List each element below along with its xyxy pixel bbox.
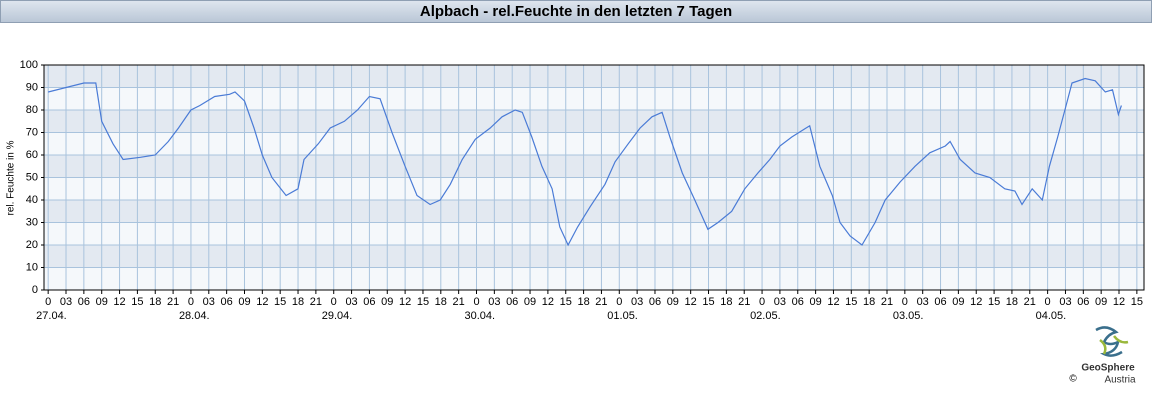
x-date-label: 27.04.	[36, 310, 67, 322]
x-tick-label: 21	[1024, 296, 1036, 308]
x-tick-label: 15	[845, 296, 857, 308]
x-tick-label: 0	[331, 296, 337, 308]
logo-icon	[1095, 326, 1123, 357]
x-tick-label: 18	[292, 296, 304, 308]
y-tick-label: 100	[20, 59, 38, 71]
data-line	[48, 77, 1122, 247]
x-tick-label: 06	[792, 296, 804, 308]
x-tick-label: 0	[188, 296, 194, 308]
x-tick-label: 0	[1045, 296, 1051, 308]
x-tick-label: 15	[560, 296, 572, 308]
x-date-label: 28.04.	[179, 310, 210, 322]
x-tick-label: 21	[167, 296, 179, 308]
chart-title: Alpbach - rel.Feuchte in den letzten 7 T…	[420, 3, 732, 20]
y-tick-label: 40	[26, 194, 38, 206]
x-date-label: 02.05.	[750, 310, 781, 322]
x-tick-label: 03	[1059, 296, 1071, 308]
x-tick-label: 06	[1077, 296, 1089, 308]
x-tick-label: 06	[363, 296, 375, 308]
y-tick-label: 60	[26, 149, 38, 161]
x-tick-label: 09	[381, 296, 393, 308]
x-tick-label: 18	[720, 296, 732, 308]
x-tick-label: 09	[524, 296, 536, 308]
plot-frame	[43, 64, 1145, 291]
x-tick-label: 15	[131, 296, 143, 308]
x-tick-label: 03	[631, 296, 643, 308]
x-tick-label: 18	[577, 296, 589, 308]
x-tick-label: 06	[78, 296, 90, 308]
x-date-label: 30.04.	[465, 310, 496, 322]
x-tick-label: 21	[881, 296, 893, 308]
x-tick-label: 03	[774, 296, 786, 308]
y-axis-label: rel. Feuchte in %	[6, 140, 17, 215]
x-tick-label: 12	[542, 296, 554, 308]
x-tick-label: 18	[435, 296, 447, 308]
y-tick-label: 50	[26, 171, 38, 183]
x-tick-label: 21	[453, 296, 465, 308]
x-tick-label: 03	[917, 296, 929, 308]
x-tick-label: 18	[1006, 296, 1018, 308]
y-tick-label: 80	[26, 104, 38, 116]
x-tick-label: 12	[827, 296, 839, 308]
x-date-label: 04.05.	[1036, 310, 1067, 322]
x-tick-label: 09	[667, 296, 679, 308]
x-tick-label: 12	[399, 296, 411, 308]
x-tick-label: 12	[256, 296, 268, 308]
x-tick-label: 06	[506, 296, 518, 308]
x-tick-label: 0	[45, 296, 51, 308]
x-tick-label: 0	[902, 296, 908, 308]
x-tick-label: 09	[1095, 296, 1107, 308]
y-tick-label: 0	[32, 284, 38, 296]
x-tick-label: 15	[988, 296, 1000, 308]
x-date-label: 03.05.	[893, 310, 924, 322]
x-tick-label: 06	[934, 296, 946, 308]
x-tick-label: 0	[759, 296, 765, 308]
x-tick-label: 03	[345, 296, 357, 308]
x-tick-label: 18	[149, 296, 161, 308]
x-date-label: 29.04.	[322, 310, 353, 322]
x-tick-label: 03	[488, 296, 500, 308]
x-tick-label: 12	[970, 296, 982, 308]
y-tick-label: 30	[26, 216, 38, 228]
x-tick-label: 12	[1113, 296, 1125, 308]
x-tick-label: 18	[863, 296, 875, 308]
y-tick-label: 20	[26, 239, 38, 251]
logo: GeoSphere Austria ©	[1069, 326, 1136, 386]
x-tick-label: 12	[113, 296, 125, 308]
x-tick-label: 09	[952, 296, 964, 308]
x-tick-label: 0	[473, 296, 479, 308]
x-tick-label: 15	[274, 296, 286, 308]
x-tick-label: 03	[203, 296, 215, 308]
x-tick-label: 09	[238, 296, 250, 308]
x-tick-label: 06	[221, 296, 233, 308]
copyright: ©	[1069, 374, 1077, 385]
x-tick-label: 21	[595, 296, 607, 308]
x-tick-label: 15	[1131, 296, 1143, 308]
y-tick-label: 70	[26, 126, 38, 138]
x-tick-label: 21	[310, 296, 322, 308]
x-tick-label: 12	[685, 296, 697, 308]
logo-sub: Austria	[1104, 375, 1136, 386]
x-tick-label: 06	[649, 296, 661, 308]
x-tick-label: 03	[60, 296, 72, 308]
x-tick-label: 09	[809, 296, 821, 308]
x-tick-label: 21	[738, 296, 750, 308]
logo-name: GeoSphere	[1081, 363, 1135, 374]
x-tick-label: 15	[417, 296, 429, 308]
x-date-label: 01.05.	[607, 310, 638, 322]
x-tick-label: 15	[702, 296, 714, 308]
y-tick-label: 10	[26, 261, 38, 273]
x-tick-label: 09	[96, 296, 108, 308]
x-tick-label: 0	[616, 296, 622, 308]
logo-icon	[1099, 335, 1129, 355]
y-tick-label: 90	[26, 81, 38, 93]
